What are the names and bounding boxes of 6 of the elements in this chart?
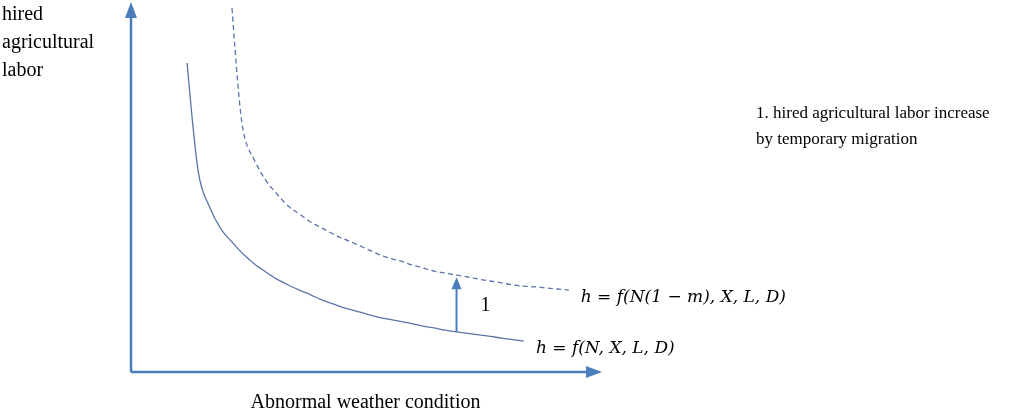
x-axis-title: Abnormal weather condition (250, 390, 481, 412)
series-label: h = f(N, X, L, D) (535, 337, 675, 358)
annotation: 1 (480, 292, 491, 315)
series-label: h = f(N(1 − m), X, L, D) (580, 286, 786, 307)
y-axis-title: hired agricultural labor (2, 2, 95, 80)
text: 1. hired agricultural labor increase by temporary migration (756, 103, 990, 148)
